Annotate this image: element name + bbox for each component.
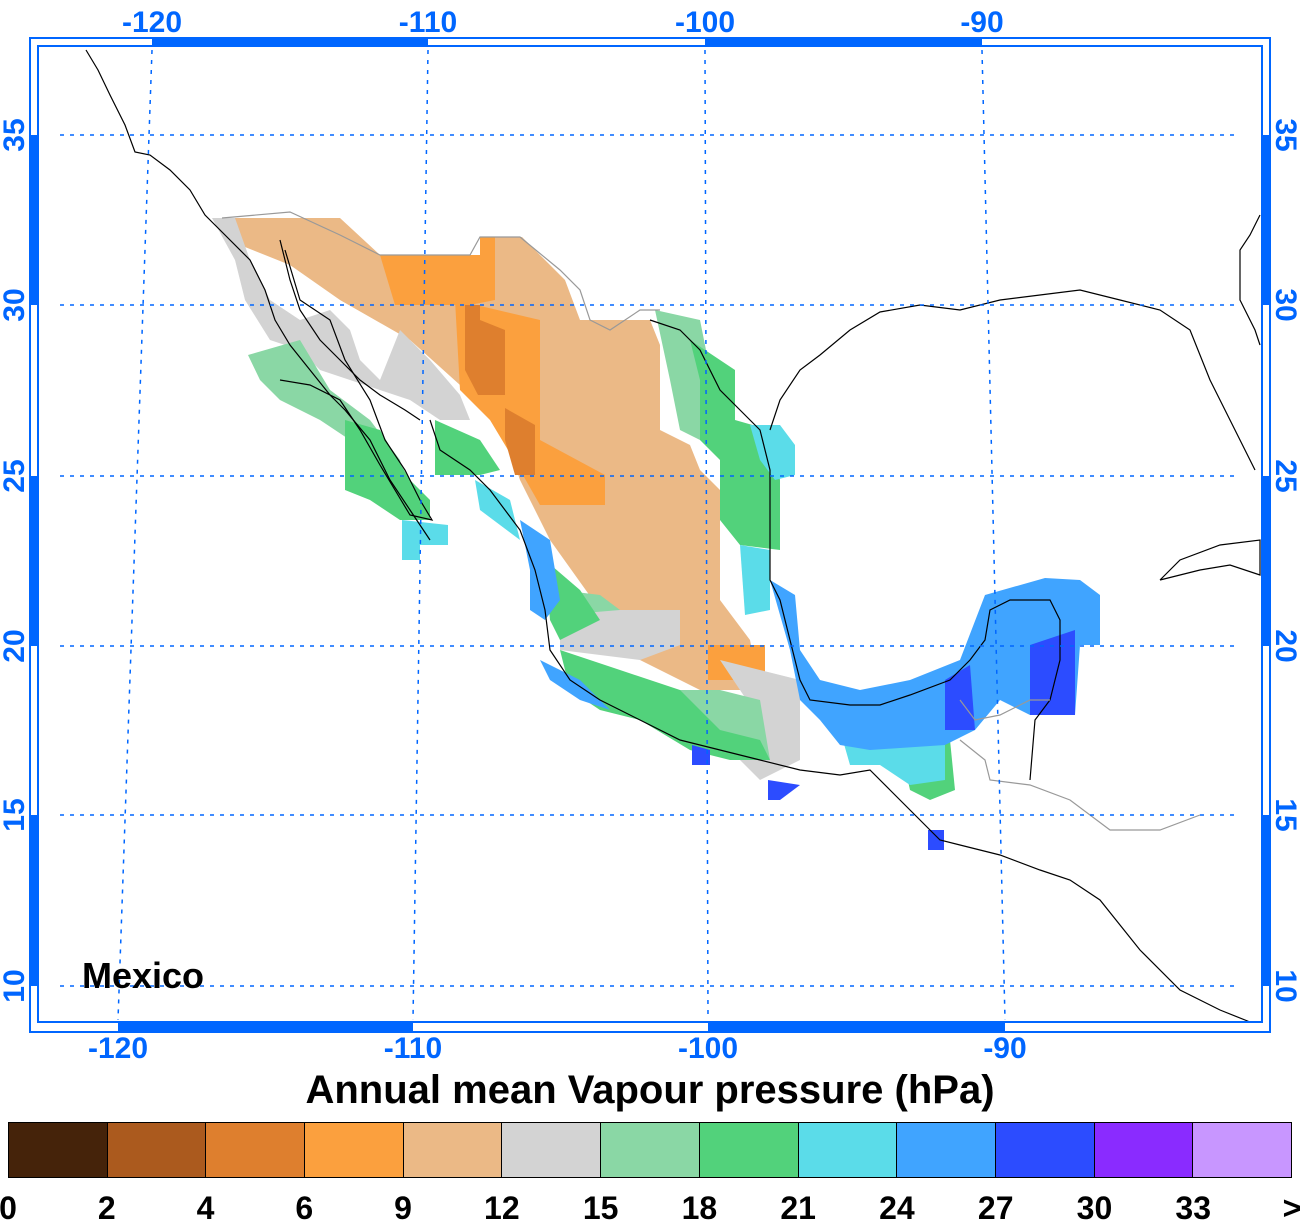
field-region [520, 520, 560, 620]
field-region [345, 420, 430, 520]
field-region [435, 420, 500, 475]
axis-bar [30, 815, 38, 986]
lon-tick-label-top: -100 [675, 6, 735, 39]
field-region [545, 560, 600, 640]
legend-label: 15 [582, 1190, 619, 1226]
lat-tick-label-right: 10 [1269, 969, 1300, 1002]
lon-gridline [704, 49, 709, 1021]
axis-bar [30, 476, 38, 646]
legend-swatch [699, 1123, 799, 1177]
legend-swatch [206, 1123, 306, 1177]
field-region [692, 745, 710, 765]
legend-label: 9 [394, 1190, 412, 1226]
legend-swatch [897, 1123, 996, 1177]
lon-tick-label-bottom: -100 [678, 1032, 738, 1060]
legend-label: 21 [780, 1190, 816, 1226]
lat-tick-label-left: 35 [0, 118, 31, 151]
map-panel: Mexico -120 -120 -110 -110 -100 -100 -90 -90 35 3… [0, 6, 1300, 1060]
legend-label: 24 [879, 1190, 915, 1226]
axis-bar [708, 1022, 1005, 1032]
lat-tick-label-right: 30 [1269, 288, 1300, 321]
axis-bar [30, 135, 38, 305]
lat-tick-label-right: 25 [1269, 459, 1300, 492]
legend-swatch [798, 1123, 898, 1177]
field-region [222, 218, 760, 690]
lon-gridline [981, 49, 1006, 1021]
field-region [540, 660, 610, 710]
field-region [402, 520, 448, 560]
axis-bar [1262, 815, 1270, 986]
legend-swatch [995, 1123, 1095, 1177]
legend-label: 2 [97, 1190, 116, 1226]
lat-tick-label-left: 10 [0, 969, 31, 1002]
color-legend [8, 1122, 1292, 1178]
field-region [770, 578, 1100, 750]
field-region [928, 830, 944, 850]
vapour-pressure-field [212, 218, 1100, 850]
legend-label: 12 [484, 1190, 520, 1226]
axis-bar [152, 38, 428, 46]
legend-swatch [1193, 1123, 1291, 1177]
legend-label: 4 [196, 1190, 215, 1226]
field-region [380, 237, 495, 305]
field-region [750, 425, 795, 480]
axis-bar [705, 38, 982, 46]
legend-title: Annual mean Vapour pressure (hPa) [305, 1068, 995, 1112]
legend-label: 30 [1076, 1190, 1113, 1226]
lat-tick-label-right: 35 [1269, 118, 1300, 151]
axis-bar [1262, 135, 1270, 305]
region-label: Mexico [82, 955, 204, 996]
lon-tick-label-bottom: -90 [983, 1032, 1026, 1060]
field-region [560, 650, 770, 760]
legend-label: 18 [681, 1190, 718, 1226]
field-region [945, 665, 975, 730]
field-region [505, 408, 535, 475]
legend-swatch [9, 1123, 108, 1177]
legend-swatch [403, 1123, 503, 1177]
field-region [1030, 630, 1075, 715]
graticule [60, 49, 1235, 1021]
lon-tick-label-top: -90 [960, 6, 1003, 39]
lat-tick-label-right: 20 [1269, 629, 1300, 662]
field-region [465, 305, 505, 395]
coastlines [85, 49, 1261, 1023]
field-region [740, 545, 770, 615]
legend-swatch [107, 1123, 207, 1177]
legend-swatch [601, 1123, 700, 1177]
lon-tick-label-top: -110 [399, 6, 457, 39]
field-region [212, 218, 470, 420]
lat-tick-label-left: 15 [0, 798, 31, 831]
field-region [475, 480, 520, 540]
legend-label: 27 [977, 1190, 1014, 1226]
lon-tick-label-bottom: -120 [88, 1032, 148, 1060]
lat-tick-label-left: 20 [0, 629, 31, 662]
lon-gridline [412, 49, 429, 1021]
axis-bar [118, 1022, 413, 1032]
lat-tick-label-right: 15 [1269, 798, 1300, 831]
legend-swatch [502, 1123, 602, 1177]
map-frame [29, 37, 1271, 1033]
legend-swatch [1094, 1123, 1194, 1177]
lon-tick-label-bottom: -110 [384, 1032, 442, 1060]
lat-tick-label-left: 25 [0, 459, 31, 492]
legend-label: 0 [0, 1190, 17, 1226]
lon-gridline [117, 49, 153, 1021]
axis-bar [1262, 476, 1270, 646]
field-region [690, 340, 780, 550]
field-region [768, 780, 800, 800]
lon-tick-label-top: -120 [122, 6, 182, 39]
legend-label: > [1282, 1190, 1300, 1226]
legend-swatch [305, 1123, 404, 1177]
legend-label: 33 [1175, 1190, 1212, 1226]
country-borders [221, 211, 1201, 831]
lat-tick-label-left: 30 [0, 288, 31, 321]
legend-label: 6 [295, 1190, 314, 1226]
